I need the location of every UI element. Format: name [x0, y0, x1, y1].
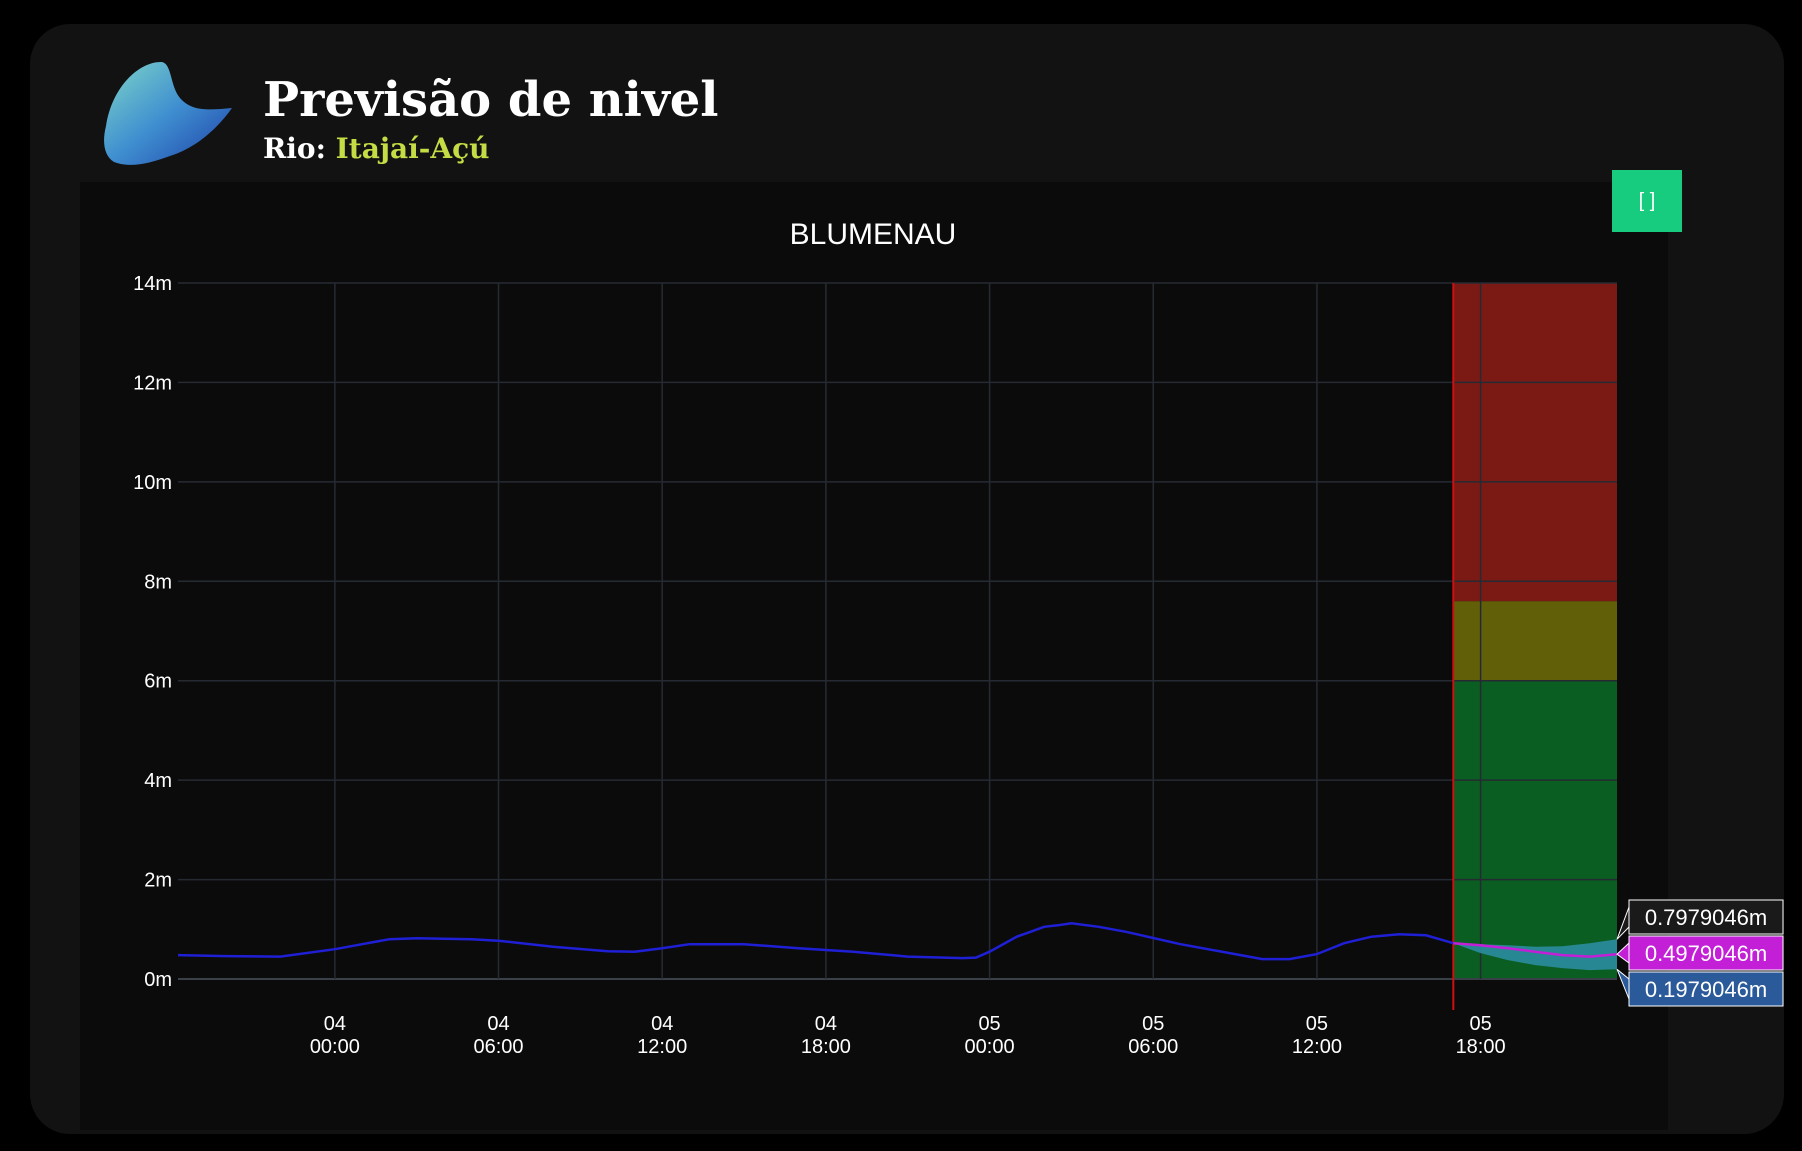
- hover-label-upper: 0.7979046m: [1645, 905, 1767, 930]
- hover-label-lower: 0.1979046m: [1645, 977, 1767, 1002]
- hover-label-forecast: 0.4979046m: [1645, 941, 1767, 966]
- alert-zone-red: [1453, 283, 1617, 602]
- forecast-line: [1453, 941, 1618, 958]
- x-tick-time: 06:00: [1128, 1036, 1178, 1058]
- x-tick-day: 05: [1469, 1013, 1491, 1035]
- plot-panel: [80, 182, 1668, 1130]
- wave-logo-icon: [104, 61, 232, 165]
- x-tick-day: 04: [651, 1013, 673, 1035]
- page-subtitle: Rio: Itajaí-Açú: [263, 132, 490, 165]
- x-tick-day: 05: [1306, 1013, 1328, 1035]
- y-tick-label: 2m: [144, 870, 172, 892]
- x-tick-time: 00:00: [310, 1036, 360, 1058]
- x-tick-time: 18:00: [801, 1036, 851, 1058]
- chart-title: BLUMENAU: [790, 218, 957, 251]
- x-tick-day: 04: [815, 1013, 837, 1035]
- observed-line: [177, 922, 1454, 961]
- hover-label-forecast-pointer: [1616, 941, 1630, 964]
- y-tick-label: 12m: [133, 372, 172, 394]
- x-tick-time: 00:00: [965, 1036, 1015, 1058]
- hover-label-lower-pointer: [1616, 968, 1630, 1000]
- y-tick-label: 10m: [133, 472, 172, 494]
- page-title: Previsão de nivel: [263, 72, 719, 128]
- hover-label-upper-box: [1628, 899, 1784, 935]
- x-tick-day: 05: [1142, 1013, 1164, 1035]
- hover-label-lower-box: [1628, 971, 1784, 1007]
- subtitle-label: Rio:: [263, 132, 326, 165]
- x-tick-time: 12:00: [637, 1036, 687, 1058]
- x-tick-time: 12:00: [1292, 1036, 1342, 1058]
- river-name: Itajaí-Açú: [335, 132, 490, 165]
- y-tick-label: 8m: [144, 571, 172, 593]
- y-tick-label: 4m: [144, 770, 172, 792]
- x-tick-time: 18:00: [1456, 1036, 1506, 1058]
- y-tick-label: 14m: [133, 273, 172, 295]
- alert-zone-green: [1453, 680, 1617, 979]
- hover-label-upper-pointer: [1616, 906, 1630, 940]
- x-tick-day: 04: [324, 1013, 346, 1035]
- x-tick-day: 04: [487, 1013, 509, 1035]
- hover-label-forecast-box: [1628, 935, 1784, 971]
- x-tick-day: 05: [978, 1013, 1000, 1035]
- y-tick-label: 0m: [144, 969, 172, 991]
- expand-button[interactable]: [ ]: [1612, 170, 1682, 232]
- y-tick-label: 6m: [144, 671, 172, 693]
- alert-zone-yellow: [1453, 601, 1617, 681]
- x-tick-time: 06:00: [474, 1036, 524, 1058]
